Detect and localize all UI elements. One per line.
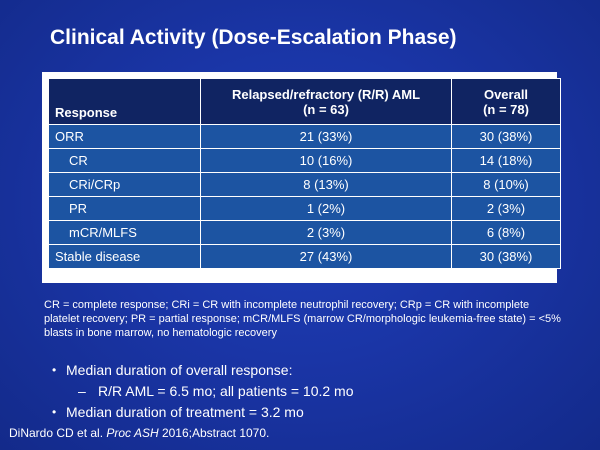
row-label: mCR/MLFS [48, 220, 201, 245]
dash-icon: – [78, 383, 86, 399]
table-row-cr: CR 10 (16%) 14 (18%) [48, 148, 561, 173]
header-overall-line1: Overall [483, 86, 529, 102]
row-label: PR [48, 196, 201, 221]
table-row-mcr-mlfs: mCR/MLFS 2 (3%) 6 (8%) [48, 220, 561, 245]
overall-value: 6 (8%) [451, 220, 561, 245]
rr-aml-value: 27 (43%) [200, 244, 452, 269]
row-label: CR [48, 148, 201, 173]
header-rr-aml: Relapsed/refractory (R/R) AML (n = 63) [200, 78, 452, 125]
overall-value: 8 (10%) [451, 172, 561, 197]
rr-aml-value: 10 (16%) [200, 148, 452, 173]
table-row-pr: PR 1 (2%) 2 (3%) [48, 196, 561, 221]
bullet-item: • Median duration of treatment = 3.2 mo [52, 402, 572, 423]
sub-bullet-text: R/R AML = 6.5 mo; all patients = 10.2 mo [98, 383, 354, 399]
bullet-dot-icon: • [52, 363, 57, 377]
results-table: Response Relapsed/refractory (R/R) AML (… [48, 78, 561, 269]
rr-aml-value: 1 (2%) [200, 196, 452, 221]
table-row-cri-crp: CRi/CRp 8 (13%) 8 (10%) [48, 172, 561, 197]
table-header-row: Response Relapsed/refractory (R/R) AML (… [48, 78, 561, 125]
citation: DiNardo CD et al. Proc ASH 2016;Abstract… [9, 426, 269, 440]
bullet-list: • Median duration of overall response: –… [52, 360, 572, 423]
row-label: ORR [48, 124, 201, 149]
header-rr-aml-line2: (n = 63) [303, 101, 349, 117]
slide-title: Clinical Activity (Dose-Escalation Phase… [50, 26, 457, 49]
overall-value: 14 (18%) [451, 148, 561, 173]
rr-aml-value: 8 (13%) [200, 172, 452, 197]
header-overall: Overall (n = 78) [451, 78, 561, 125]
table-row-stable-disease: Stable disease 27 (43%) 30 (38%) [48, 244, 561, 269]
overall-value: 30 (38%) [451, 124, 561, 149]
results-table-frame: Response Relapsed/refractory (R/R) AML (… [42, 72, 561, 283]
sub-bullet-item: – R/R AML = 6.5 mo; all patients = 10.2 … [52, 381, 572, 402]
overall-value: 30 (38%) [451, 244, 561, 269]
bullet-dot-icon: • [52, 405, 57, 419]
citation-details: 2016;Abstract 1070. [158, 426, 270, 440]
rr-aml-value: 2 (3%) [200, 220, 452, 245]
overall-value: 2 (3%) [451, 196, 561, 221]
bullet-item: • Median duration of overall response: [52, 360, 572, 381]
citation-journal: Proc ASH [106, 426, 159, 440]
bullet-text: Median duration of treatment = 3.2 mo [66, 404, 304, 420]
header-overall-line2: (n = 78) [483, 101, 529, 117]
rr-aml-value: 21 (33%) [200, 124, 452, 149]
bullet-text: Median duration of overall response: [66, 362, 293, 378]
header-response: Response [48, 78, 201, 125]
row-label: Stable disease [48, 244, 201, 269]
row-label: CRi/CRp [48, 172, 201, 197]
table-row-orr: ORR 21 (33%) 30 (38%) [48, 124, 561, 149]
citation-authors: DiNardo CD et al. [9, 426, 107, 440]
header-rr-aml-line1: Relapsed/refractory (R/R) AML [231, 86, 421, 102]
abbreviations-footnote: CR = complete response; CRi = CR with in… [44, 299, 561, 339]
